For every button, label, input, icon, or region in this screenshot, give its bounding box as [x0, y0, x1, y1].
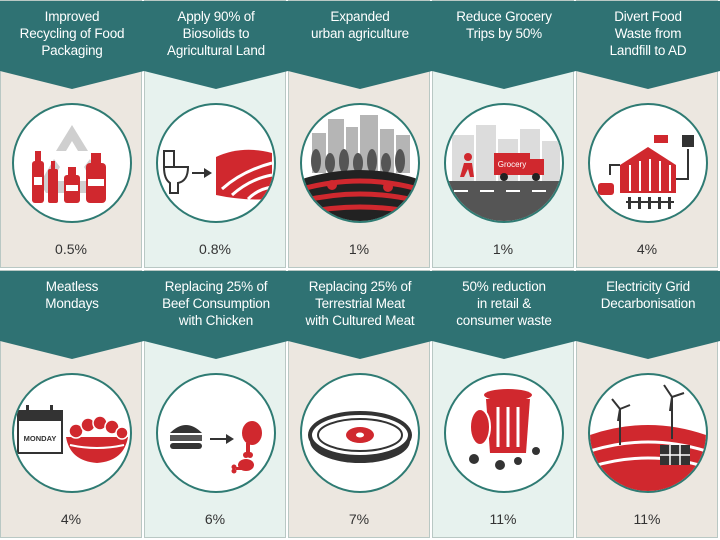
- tile-banner: Replacing 25% of Beef Consumption with C…: [144, 271, 288, 359]
- impact-percent: 7%: [348, 511, 370, 527]
- tile-banner: 50% reduction in retail & consumer waste: [432, 271, 576, 359]
- impact-percent: 1%: [348, 241, 370, 257]
- burger-to-chicken-icon: [156, 373, 276, 493]
- calendar-label: MONDAY: [24, 434, 57, 443]
- tile-title: Improved Recycling of Food Packaging: [19, 9, 125, 58]
- tile-title: Electricity Grid Decarbonisation: [600, 279, 696, 311]
- impact-percent: 6%: [204, 511, 226, 527]
- truck-label: Grocery: [498, 160, 526, 169]
- tile-banner: Expanded urban agriculture: [288, 1, 432, 89]
- tile-banner: Improved Recycling of Food Packaging: [0, 1, 144, 89]
- tile-food-waste-ad: Divert Food Waste from Landfill to AD 4%: [576, 0, 720, 268]
- tile-grid-decarbonisation: Electricity Grid Decarbonisation 11%: [576, 270, 720, 538]
- urban-farming-icon: [300, 103, 420, 223]
- tile-banner: Apply 90% of Biosolids to Agricultural L…: [144, 1, 288, 89]
- tile-cultured-meat: Replacing 25% of Terrestrial Meat with C…: [288, 270, 432, 538]
- anaerobic-digester-icon: [588, 103, 708, 223]
- tile-banner: Reduce Grocery Trips by 50%: [432, 1, 576, 89]
- toilet-to-field-icon: [156, 103, 276, 223]
- impact-percent: 1%: [492, 241, 514, 257]
- salad-calendar-icon: MONDAY: [12, 373, 132, 493]
- tile-title: Replacing 25% of Terrestrial Meat with C…: [305, 279, 415, 328]
- tile-title: Reduce Grocery Trips by 50%: [456, 9, 552, 41]
- tile-title: Apply 90% of Biosolids to Agricultural L…: [167, 9, 265, 58]
- recycling-bottles-icon: [12, 103, 132, 223]
- tile-title: Expanded urban agriculture: [311, 9, 409, 41]
- impact-percent: 4%: [636, 241, 658, 257]
- tile-title: 50% reduction in retail & consumer waste: [456, 279, 552, 328]
- tile-title: Replacing 25% of Beef Consumption with C…: [162, 279, 270, 328]
- tile-biosolids: Apply 90% of Biosolids to Agricultural L…: [144, 0, 288, 268]
- tile-banner: Meatless Mondays: [0, 271, 144, 359]
- tile-title: Divert Food Waste from Landfill to AD: [609, 9, 687, 58]
- tile-title: Meatless Mondays: [45, 279, 99, 311]
- grocery-truck-icon: Grocery: [444, 103, 564, 223]
- tile-grocery-trips: Reduce Grocery Trips by 50% Grocery 1%: [432, 0, 576, 268]
- petri-dish-icon: [300, 373, 420, 493]
- tile-urban-agriculture: Expanded urban agriculture 1%: [288, 0, 432, 268]
- tile-banner: Replacing 25% of Terrestrial Meat with C…: [288, 271, 432, 359]
- tile-banner: Electricity Grid Decarbonisation: [576, 271, 720, 359]
- waste-bin-icon: [444, 373, 564, 493]
- tile-retail-consumer-waste: 50% reduction in retail & consumer waste…: [432, 270, 576, 538]
- tile-meatless-mondays: Meatless Mondays MONDAY 4%: [0, 270, 144, 538]
- impact-percent: 11%: [489, 511, 517, 527]
- impact-percent: 0.5%: [55, 241, 87, 257]
- tile-beef-to-chicken: Replacing 25% of Beef Consumption with C…: [144, 270, 288, 538]
- tile-recycling-packaging: Improved Recycling of Food Packaging 0.5…: [0, 0, 144, 268]
- impact-percent: 0.8%: [199, 241, 231, 257]
- tile-banner: Divert Food Waste from Landfill to AD: [576, 1, 720, 89]
- impact-percent: 4%: [60, 511, 82, 527]
- impact-percent: 11%: [633, 511, 661, 527]
- wind-solar-icon: [588, 373, 708, 493]
